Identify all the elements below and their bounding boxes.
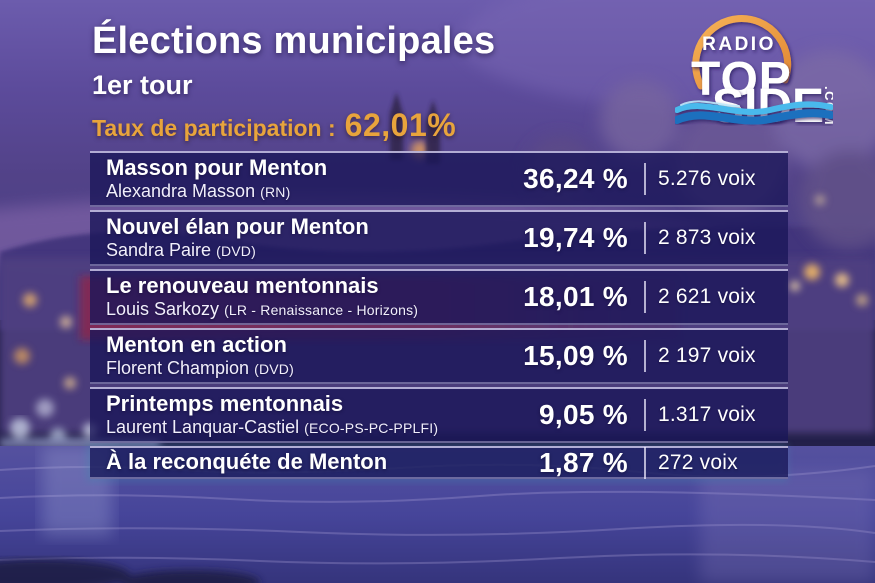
round-subtitle: 1er tour — [92, 69, 193, 100]
list-name: À la reconquéte de Menton — [106, 449, 388, 475]
logo-arc — [692, 15, 792, 90]
candidate-line: Louis Sarkozy (LR - Renaissance - Horizo… — [106, 299, 478, 320]
votes-value: 5.276 voix — [658, 167, 756, 190]
result-values: 1,87 % 272 voix — [478, 446, 776, 479]
candidate-line: Alexandra Masson (RN) — [106, 181, 478, 202]
list-name: Nouvel élan pour Menton — [106, 213, 369, 239]
votes-value: 2 197 voix — [658, 344, 756, 367]
vertical-divider — [644, 399, 646, 431]
vertical-divider — [644, 281, 646, 313]
list-info: Printemps mentonnais Laurent Lanquar-Cas… — [106, 390, 478, 438]
result-row: Masson pour Menton Alexandra Masson (RN)… — [90, 151, 788, 207]
logo-top-text: TOP — [691, 53, 792, 106]
list-info: Nouvel élan pour Menton Sandra Paire (DV… — [106, 213, 478, 261]
votes-value: 2 621 voix — [658, 285, 756, 308]
list-name: Printemps mentonnais — [106, 390, 344, 416]
result-row: Menton en action Florent Champion (DVD) … — [90, 328, 788, 384]
vertical-divider — [644, 222, 646, 254]
result-values: 15,09 % 2 197 voix — [478, 340, 776, 372]
result-values: 36,24 % 5.276 voix — [478, 163, 776, 195]
percent-value: 18,01 % — [523, 281, 628, 312]
logo-radio-text: RADIO — [702, 34, 776, 55]
radio-topside-logo: RADIO TOP SIDE .COM — [675, 15, 833, 126]
candidate-name: Sandra Paire — [106, 240, 217, 261]
candidate-line: Laurent Lanquar-Castiel (ECO-PS-PC-PPLFI… — [106, 417, 478, 438]
candidate-name: Florent Champion — [106, 358, 255, 379]
candidate-name: Alexandra Masson — [106, 181, 261, 202]
candidate-name: Louis Sarkozy — [106, 299, 225, 320]
result-row: Nouvel élan pour Menton Sandra Paire (DV… — [90, 210, 788, 266]
vertical-divider — [644, 446, 646, 479]
percent-value: 1,87 % — [539, 446, 628, 478]
list-info: Menton en action Florent Champion (DVD) — [106, 331, 478, 379]
votes-value: 2 873 voix — [658, 226, 756, 249]
logo-wave — [675, 100, 833, 125]
list-name: Le renouveau mentonnais — [106, 272, 379, 298]
list-info: À la reconquéte de Menton — [106, 450, 478, 475]
votes-value: 272 voix — [658, 450, 738, 474]
candidate-party: (DVD) — [216, 243, 256, 260]
percent-value: 15,09 % — [523, 340, 628, 371]
candidate-party: (ECO-PS-PC-PPLFI) — [304, 420, 439, 437]
result-row: Le renouveau mentonnais Louis Sarkozy (L… — [90, 269, 788, 325]
votes-value: 1.317 voix — [658, 403, 756, 426]
result-row: Printemps mentonnais Laurent Lanquar-Cas… — [90, 387, 788, 443]
vertical-divider — [644, 163, 646, 195]
candidate-party: (RN) — [260, 184, 291, 201]
list-info: Masson pour Menton Alexandra Masson (RN) — [106, 154, 478, 202]
result-values: 9,05 % 1.317 voix — [478, 399, 776, 431]
candidate-party: (DVD) — [254, 361, 294, 378]
percent-value: 9,05 % — [539, 399, 628, 430]
participation-value: 62,01% — [344, 106, 457, 143]
header: Élections municipales 1er tour Taux de p… — [92, 20, 496, 144]
percent-value: 19,74 % — [523, 222, 628, 253]
candidate-line: Sandra Paire (DVD) — [106, 240, 478, 261]
candidate-line: Florent Champion (DVD) — [106, 358, 478, 379]
result-row: À la reconquéte de Menton 1,87 % 272 voi… — [90, 446, 788, 479]
percent-value: 36,24 % — [523, 163, 628, 194]
list-info: Le renouveau mentonnais Louis Sarkozy (L… — [106, 272, 478, 320]
candidate-name: Laurent Lanquar-Castiel — [106, 417, 305, 438]
result-values: 19,74 % 2 873 voix — [478, 222, 776, 254]
result-values: 18,01 % 2 621 voix — [478, 281, 776, 313]
participation-line: Taux de participation : 62,01% — [92, 107, 495, 144]
vertical-divider — [644, 340, 646, 372]
participation-label: Taux de participation : — [92, 114, 336, 141]
list-name: Menton en action — [106, 331, 287, 357]
list-name: Masson pour Menton — [106, 154, 328, 180]
results-table: Masson pour Menton Alexandra Masson (RN)… — [90, 151, 788, 479]
candidate-party: (LR - Renaissance - Horizons) — [224, 302, 419, 319]
page-title: Élections municipales — [92, 20, 496, 62]
